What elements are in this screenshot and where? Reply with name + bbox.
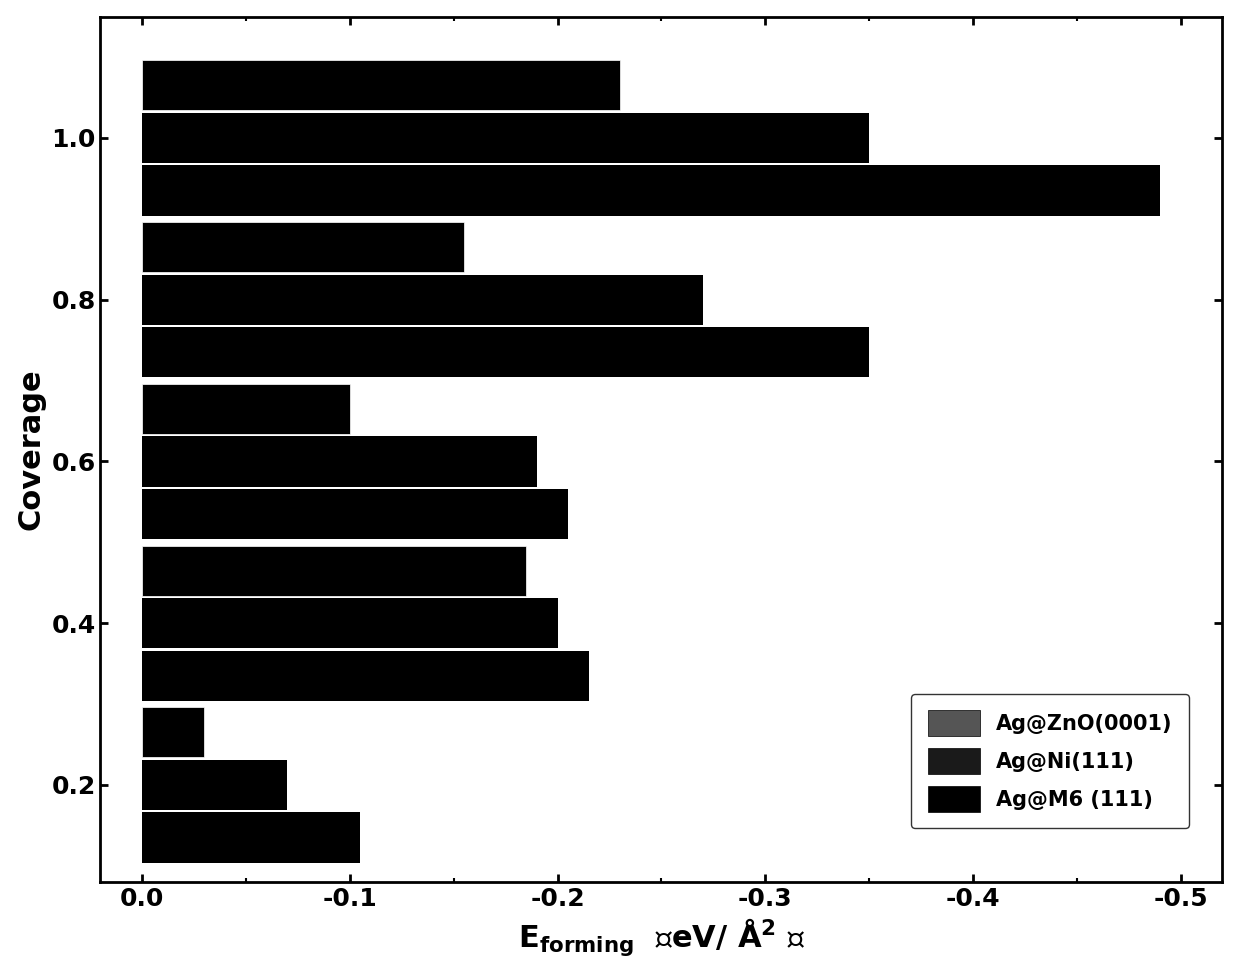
Bar xyxy=(142,546,527,596)
Bar xyxy=(142,60,620,110)
Bar xyxy=(142,437,536,487)
Bar xyxy=(142,707,204,758)
Y-axis label: Coverage: Coverage xyxy=(16,369,46,530)
X-axis label: $\mathbf{E_{forming}}$  （eV/ Å$\mathbf{^2}$ ）: $\mathbf{E_{forming}}$ （eV/ Å$\mathbf{^2… xyxy=(518,916,805,958)
Bar xyxy=(142,598,558,648)
Bar xyxy=(142,275,703,325)
Bar xyxy=(142,222,465,272)
Legend: Ag@ZnO(0001), Ag@Ni(111), Ag@M6 (111): Ag@ZnO(0001), Ag@Ni(111), Ag@M6 (111) xyxy=(911,694,1189,829)
Bar xyxy=(142,113,869,163)
Bar xyxy=(142,650,589,701)
Bar xyxy=(142,166,1160,215)
Bar xyxy=(142,384,349,434)
Bar xyxy=(142,760,287,810)
Bar xyxy=(142,328,869,377)
Bar xyxy=(142,489,567,539)
Bar xyxy=(142,812,361,863)
